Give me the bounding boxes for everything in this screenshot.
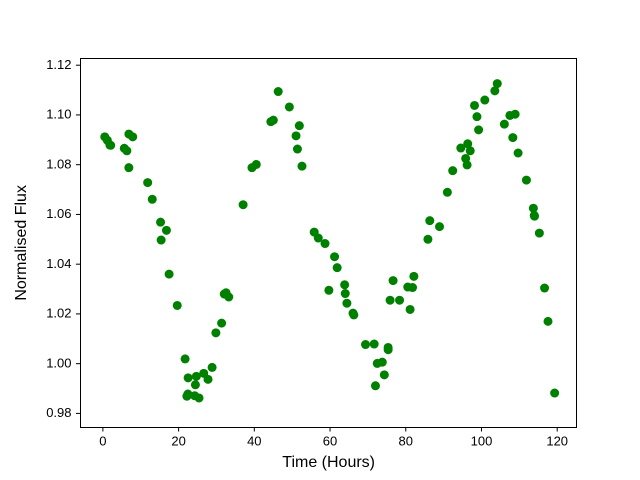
svg-text:1.08: 1.08	[46, 156, 71, 171]
svg-text:80: 80	[399, 434, 413, 449]
svg-text:0.98: 0.98	[46, 405, 71, 420]
svg-text:20: 20	[171, 434, 185, 449]
svg-text:0: 0	[99, 434, 106, 449]
svg-text:1.12: 1.12	[46, 57, 71, 72]
svg-text:1.02: 1.02	[46, 306, 71, 321]
svg-text:40: 40	[247, 434, 261, 449]
svg-text:1.10: 1.10	[46, 107, 71, 122]
svg-text:120: 120	[546, 434, 568, 449]
svg-text:Normalised Flux: Normalised Flux	[13, 185, 30, 301]
svg-text:1.06: 1.06	[46, 206, 71, 221]
svg-text:Time (Hours): Time (Hours)	[282, 454, 375, 471]
svg-text:100: 100	[471, 434, 493, 449]
svg-text:1.00: 1.00	[46, 355, 71, 370]
svg-text:60: 60	[323, 434, 337, 449]
svg-text:1.04: 1.04	[46, 256, 71, 271]
